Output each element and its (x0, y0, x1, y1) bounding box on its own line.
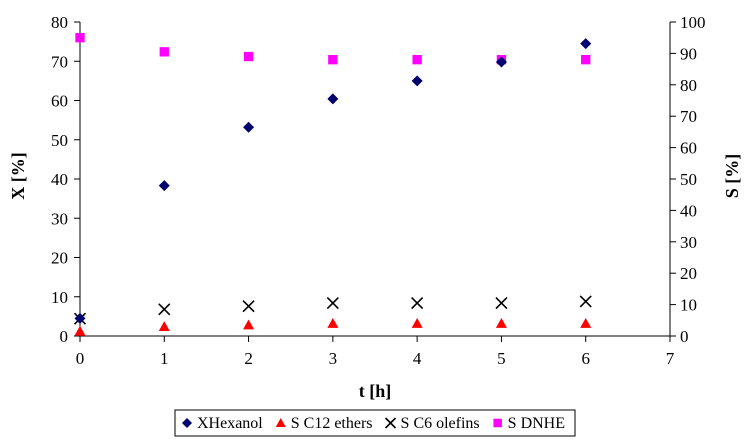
legend-label: S DNHE (508, 415, 565, 432)
data-point-square (75, 33, 85, 43)
y-left-tick-label: 40 (51, 170, 68, 189)
y-left-tick-label: 80 (51, 13, 68, 32)
legend-marker-triangle (275, 418, 286, 427)
y-right-tick-label: 20 (680, 264, 697, 283)
y-left-tick-label: 10 (51, 288, 68, 307)
axes: 0 1 2 3 4 5 6 701020304050607080010203040506070… (51, 13, 706, 368)
data-point-triangle (411, 317, 423, 328)
legend-label: S C12 ethers (291, 415, 373, 432)
data-point-triangle (327, 317, 339, 328)
data-point-x (242, 300, 255, 313)
data-point-diamond (411, 75, 423, 87)
y-left-tick-label: 0 (60, 327, 69, 346)
x-tick-label: 5 (497, 349, 506, 368)
x-tick-label: 7 (666, 349, 675, 368)
data-point-square (328, 55, 338, 65)
legend-box (174, 409, 576, 437)
x-tick-label: 0 (76, 349, 85, 368)
data-point-diamond (580, 38, 592, 50)
y-left-tick-label: 60 (51, 92, 68, 111)
x-tick-label: 1 (160, 349, 169, 368)
y-axis-left-title: X [%] (8, 152, 28, 200)
x-axis-title: t [h] (359, 381, 392, 401)
data-point-triangle (495, 317, 507, 328)
legend: XHexanol S C12 ethers S C6 olefins S DNHE (174, 409, 576, 437)
data-point-x (326, 296, 339, 310)
data-point-diamond (158, 180, 170, 192)
y-left-tick-label: 70 (51, 52, 68, 71)
y-right-tick-label: 80 (680, 76, 697, 95)
y-right-tick-label: 0 (680, 327, 689, 346)
y-right-tick-label: 50 (680, 170, 697, 189)
x-tick-label: 3 (329, 349, 338, 368)
data-point-triangle (580, 317, 592, 328)
y-left-tick-label: 50 (51, 131, 68, 150)
data-point-triangle (74, 325, 86, 336)
legend-label: XHexanol (197, 415, 263, 432)
data-point-square (581, 55, 591, 65)
y-right-tick-label: 30 (680, 233, 697, 252)
y-left-tick-label: 30 (51, 209, 68, 228)
data-point-diamond (495, 56, 507, 68)
y-right-tick-label: 70 (680, 107, 697, 126)
legend-marker-x (384, 417, 397, 429)
y-left-tick-label: 20 (51, 249, 68, 268)
data-marks (73, 33, 592, 336)
y-right-tick-label: 40 (680, 201, 697, 220)
data-point-diamond (74, 312, 86, 324)
legend-label: S C6 olefins (401, 415, 480, 432)
legend-marker-diamond (181, 418, 192, 428)
data-point-square (159, 47, 169, 57)
y-right-tick-label: 60 (680, 139, 697, 158)
data-point-square (243, 51, 254, 62)
x-tick-label: 6 (581, 349, 590, 368)
x-tick-label: 2 (244, 349, 253, 368)
data-point-triangle (158, 321, 170, 331)
data-point-diamond (243, 121, 255, 133)
y-axis-right-title: S [%] (722, 154, 742, 199)
legend-marker-square (493, 418, 502, 428)
data-point-x (411, 296, 424, 310)
data-point-square (412, 55, 422, 65)
y-right-tick-label: 90 (680, 44, 697, 63)
data-point-x (579, 295, 592, 308)
data-point-diamond (327, 93, 339, 105)
y-right-tick-label: 100 (680, 13, 706, 32)
data-point-x (158, 303, 171, 316)
x-tick-label: 4 (413, 349, 422, 368)
y-right-tick-label: 10 (680, 296, 697, 315)
data-point-x (495, 296, 508, 310)
data-point-triangle (243, 319, 255, 330)
